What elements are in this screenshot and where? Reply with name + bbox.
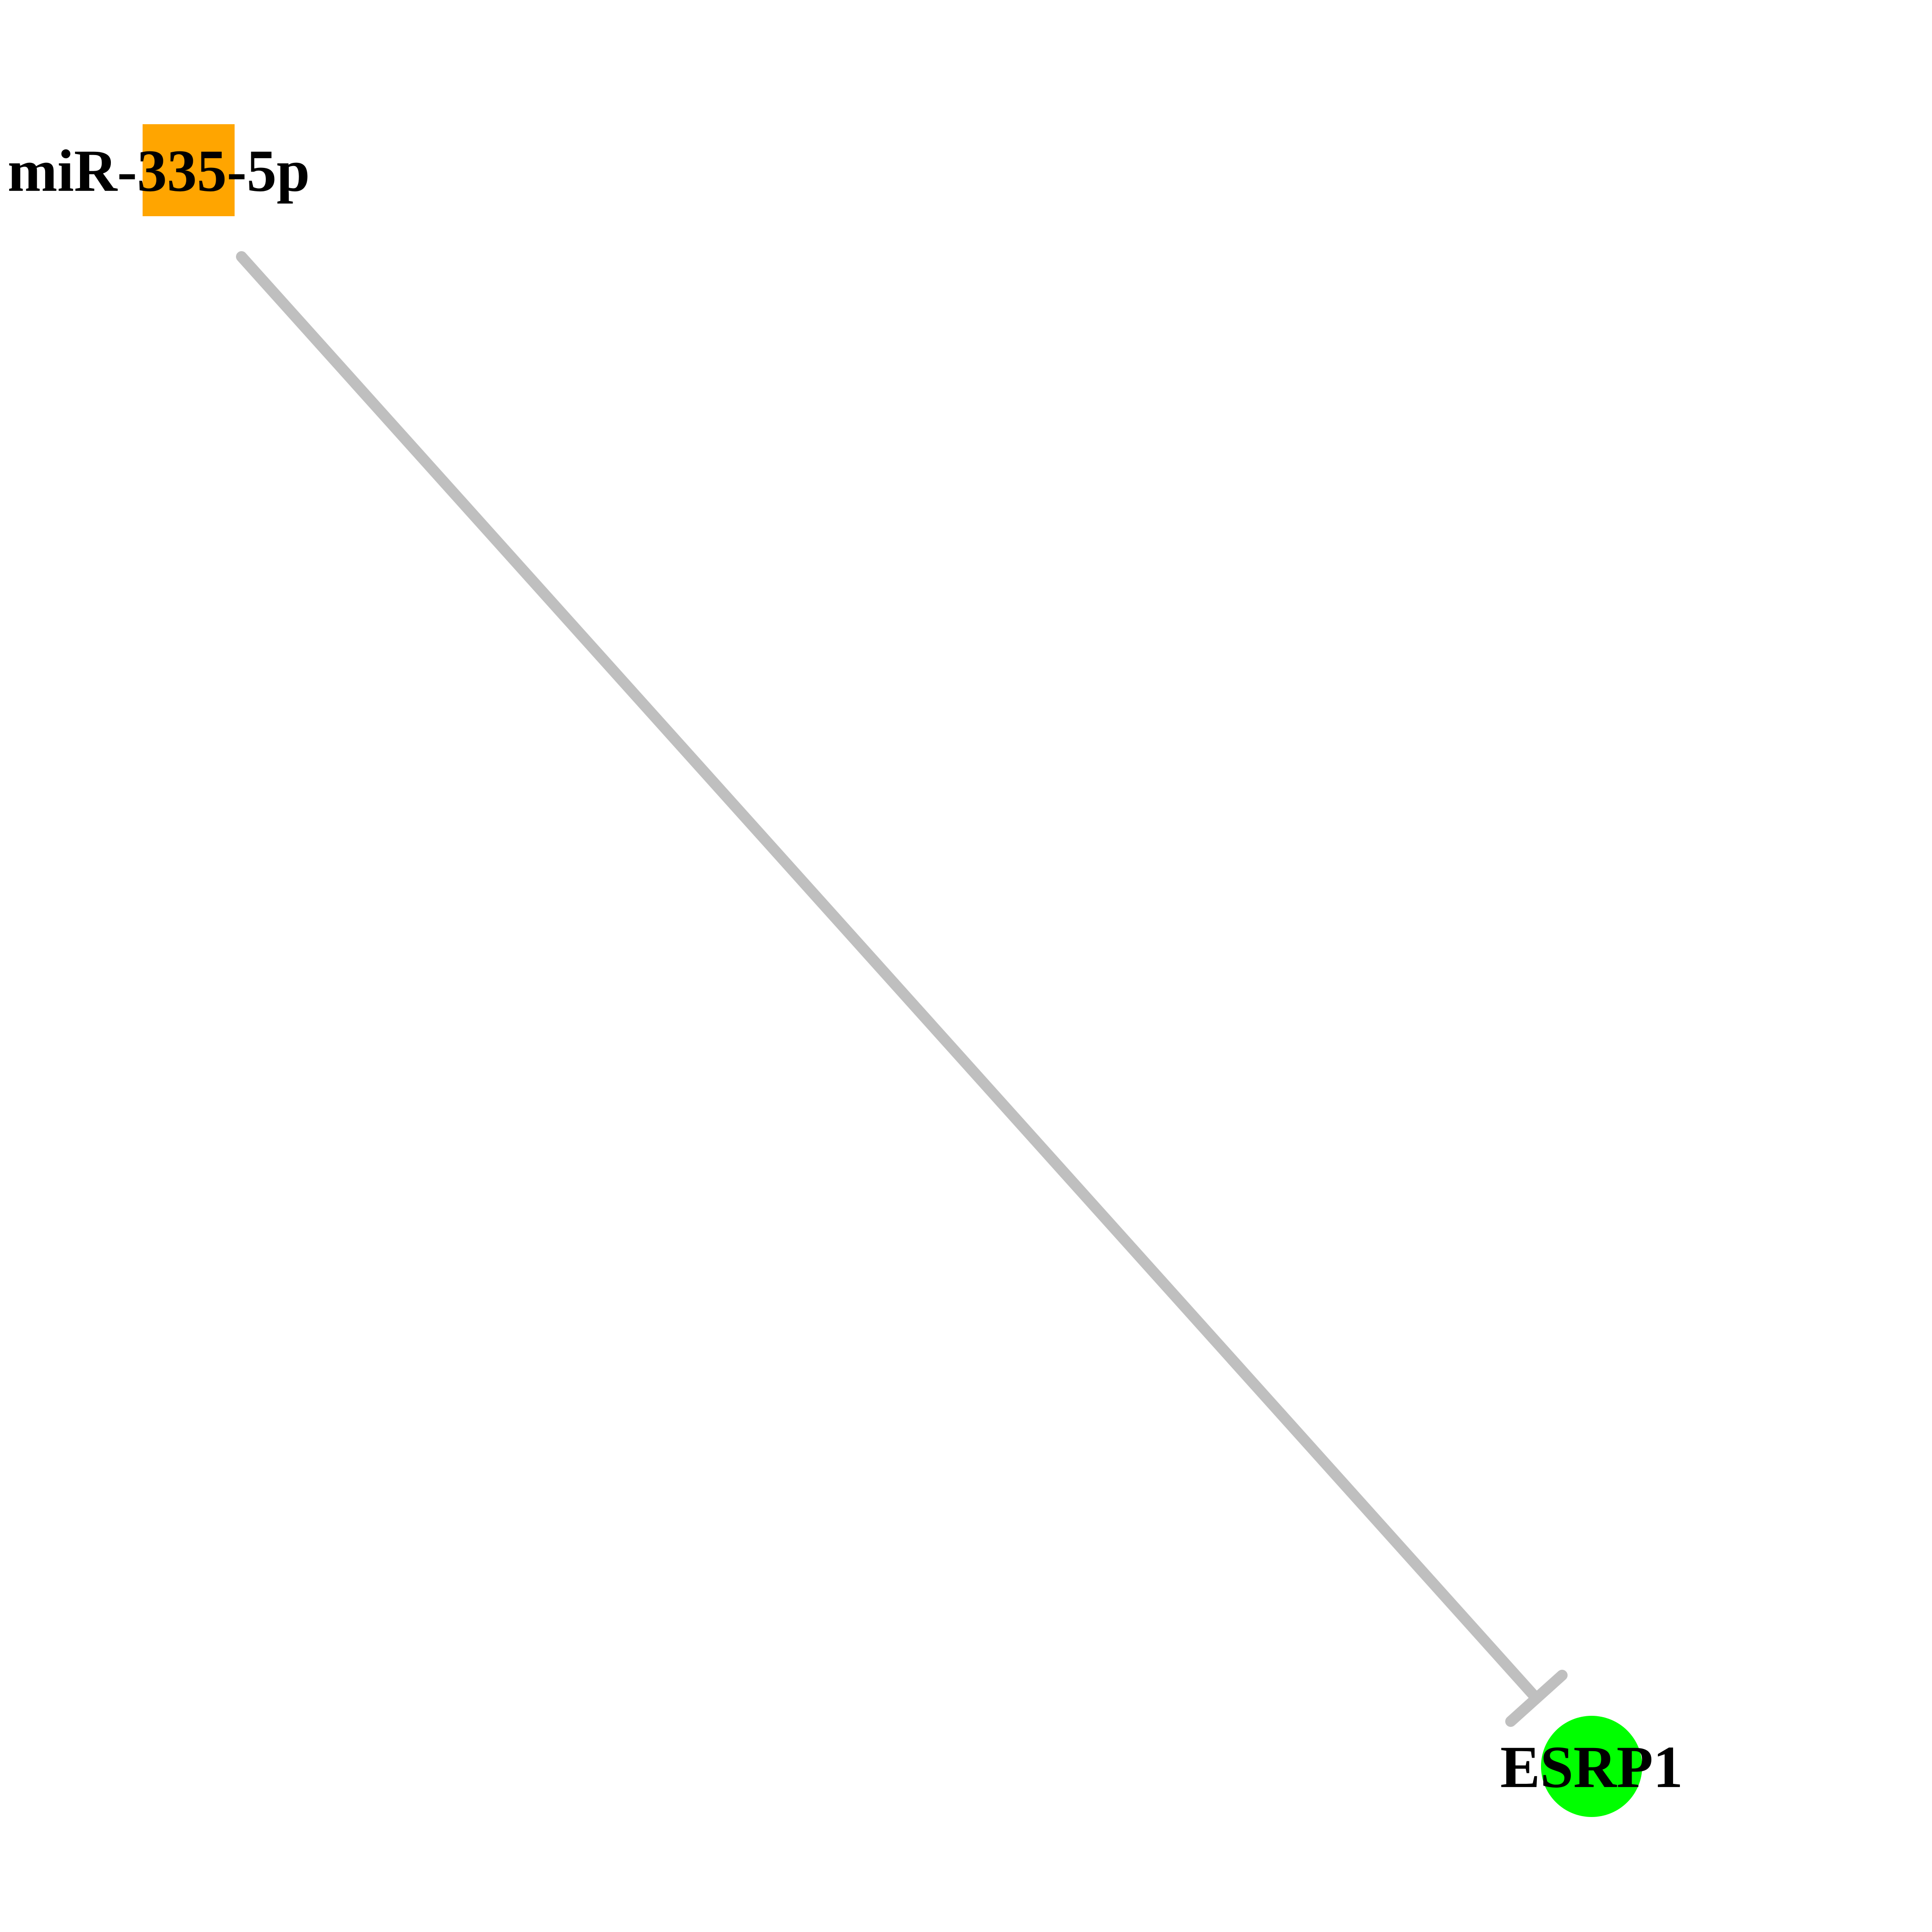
node-mir: miR-335-5p [7,124,310,216]
node-label-mir: miR-335-5p [7,138,310,204]
node-label-esrp1: ESRP1 [1500,1734,1683,1800]
edge-mir-esrp1 [242,257,1562,1721]
node-esrp1: ESRP1 [1500,1716,1683,1817]
